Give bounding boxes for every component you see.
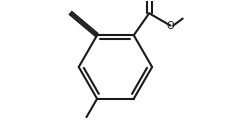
Text: O: O [167, 21, 175, 31]
